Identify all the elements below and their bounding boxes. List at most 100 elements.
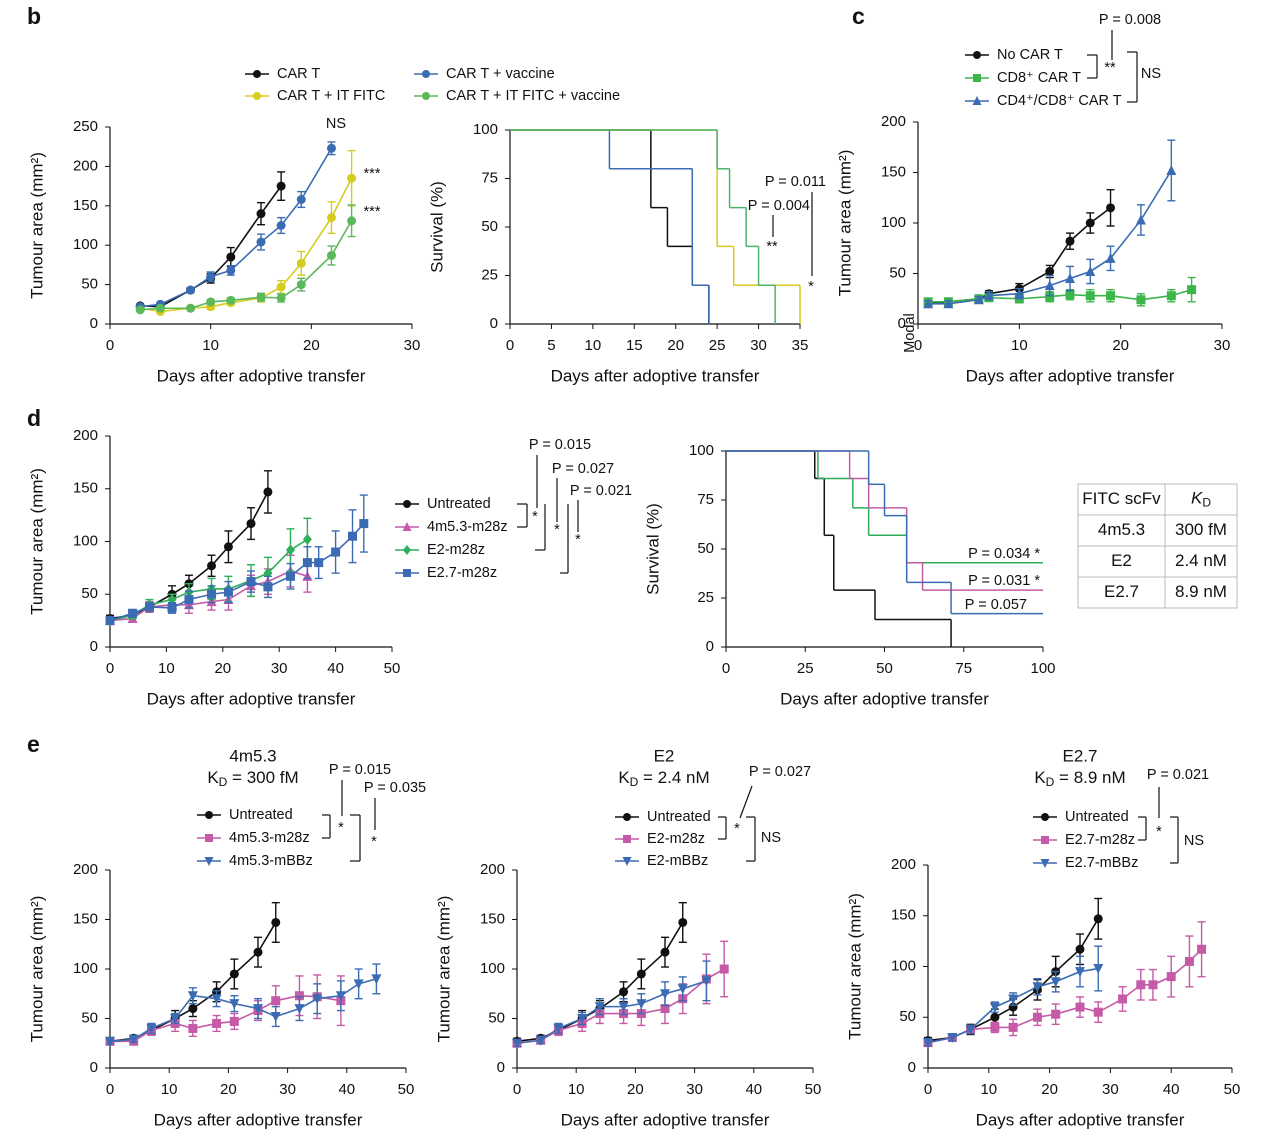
marker: [312, 994, 323, 1005]
y-tick-label: 50: [81, 1009, 98, 1026]
marker: [271, 917, 281, 927]
annotation: **: [766, 239, 778, 255]
marker: [212, 1018, 222, 1028]
x-tick-label: 10: [980, 1081, 997, 1098]
y-tick-label: 50: [899, 1008, 916, 1025]
marker: [422, 70, 430, 78]
marker: [170, 1014, 181, 1024]
marker: [359, 519, 369, 529]
y-tick-label: 75: [697, 491, 714, 508]
marker: [1008, 1022, 1018, 1032]
subtitle-part: D: [1046, 775, 1055, 789]
marker: [229, 1016, 239, 1026]
marker: [263, 487, 273, 497]
legend-label: 4m5.3-mBBz: [229, 853, 313, 869]
x-tick-label: 0: [924, 1081, 932, 1098]
table-cell: 4m5.3: [1098, 520, 1145, 539]
marker: [972, 96, 982, 105]
y-tick-label: 200: [480, 861, 505, 878]
marker: [167, 603, 177, 613]
annotation: *: [1156, 824, 1162, 840]
subtitle-part: = 300 fM: [227, 768, 298, 787]
y-tick-label: 0: [706, 638, 714, 655]
x-tick-label: 50: [384, 660, 401, 677]
marker: [348, 531, 358, 541]
x-tick-label: 0: [106, 337, 114, 354]
marker: [302, 533, 312, 545]
marker: [276, 293, 286, 303]
annotation: NS: [326, 116, 346, 132]
x-axis-label: Days after adoptive transfer: [147, 689, 356, 708]
annotation: P = 0.034 *: [968, 546, 1040, 562]
y-axis-label: Tumour area (mm²): [27, 896, 46, 1043]
annotation: P = 0.057: [965, 597, 1027, 613]
marker: [1075, 967, 1085, 978]
x-tick-label: 20: [220, 1081, 237, 1098]
legend-label: E2.7-m28z: [1065, 832, 1135, 848]
x-tick-label: 40: [327, 660, 344, 677]
marker: [1187, 285, 1197, 295]
marker: [353, 979, 364, 990]
subtitle-part: K: [207, 768, 219, 787]
marker: [923, 1038, 933, 1049]
chart-subtitle: KD = 2.4 nM: [618, 768, 709, 788]
x-tick-label: 50: [398, 1081, 415, 1098]
marker: [535, 1035, 546, 1046]
marker: [276, 181, 286, 191]
x-tick-label: 25: [709, 337, 726, 354]
marker: [246, 577, 256, 587]
y-tick-label: 100: [480, 960, 505, 977]
y-tick-label: 100: [73, 236, 98, 253]
y-tick-label: 100: [473, 121, 498, 138]
marker: [144, 602, 154, 612]
marker: [226, 295, 236, 305]
legend-label: CD4⁺/CD8⁺ CAR T: [997, 93, 1122, 109]
marker: [990, 1022, 1000, 1032]
marker: [347, 173, 357, 183]
series-line: [140, 220, 353, 311]
marker: [402, 522, 412, 531]
marker: [1045, 292, 1055, 302]
marker: [1065, 290, 1075, 300]
marker: [403, 500, 411, 508]
y-tick-label: 150: [73, 480, 98, 497]
marker: [246, 519, 256, 529]
y-tick-label: 75: [481, 169, 498, 186]
series-line: [928, 288, 1192, 303]
x-axis-label: Days after adoptive transfer: [780, 689, 989, 708]
marker: [188, 1023, 198, 1033]
marker: [1032, 982, 1043, 993]
x-tick-label: 5: [547, 337, 555, 354]
marker: [331, 547, 341, 557]
marker: [1093, 914, 1103, 924]
marker: [256, 209, 266, 219]
marker: [1050, 977, 1061, 988]
marker: [1093, 1007, 1103, 1017]
marker: [206, 297, 216, 307]
x-tick-label: 30: [271, 660, 288, 677]
y-tick-label: 0: [90, 638, 98, 655]
marker: [983, 290, 994, 301]
x-tick-label: 0: [722, 660, 730, 677]
marker: [226, 252, 236, 262]
marker: [207, 589, 217, 599]
chart-title: 4m5.3: [229, 746, 276, 765]
series-line: [516, 980, 707, 1045]
marker: [1085, 265, 1096, 276]
x-tick-label: 15: [626, 337, 643, 354]
marker: [205, 834, 213, 842]
marker: [229, 969, 239, 979]
marker: [223, 587, 233, 597]
marker: [296, 280, 306, 290]
marker: [660, 947, 670, 957]
annotation: P = 0.035: [364, 780, 426, 796]
marker: [285, 544, 295, 556]
marker: [229, 999, 240, 1010]
x-tick-label: 30: [750, 337, 767, 354]
marker: [1041, 813, 1049, 821]
marker: [1166, 164, 1177, 175]
x-tick-label: 30: [1102, 1081, 1119, 1098]
marker: [1148, 980, 1158, 990]
marker: [1093, 964, 1104, 975]
